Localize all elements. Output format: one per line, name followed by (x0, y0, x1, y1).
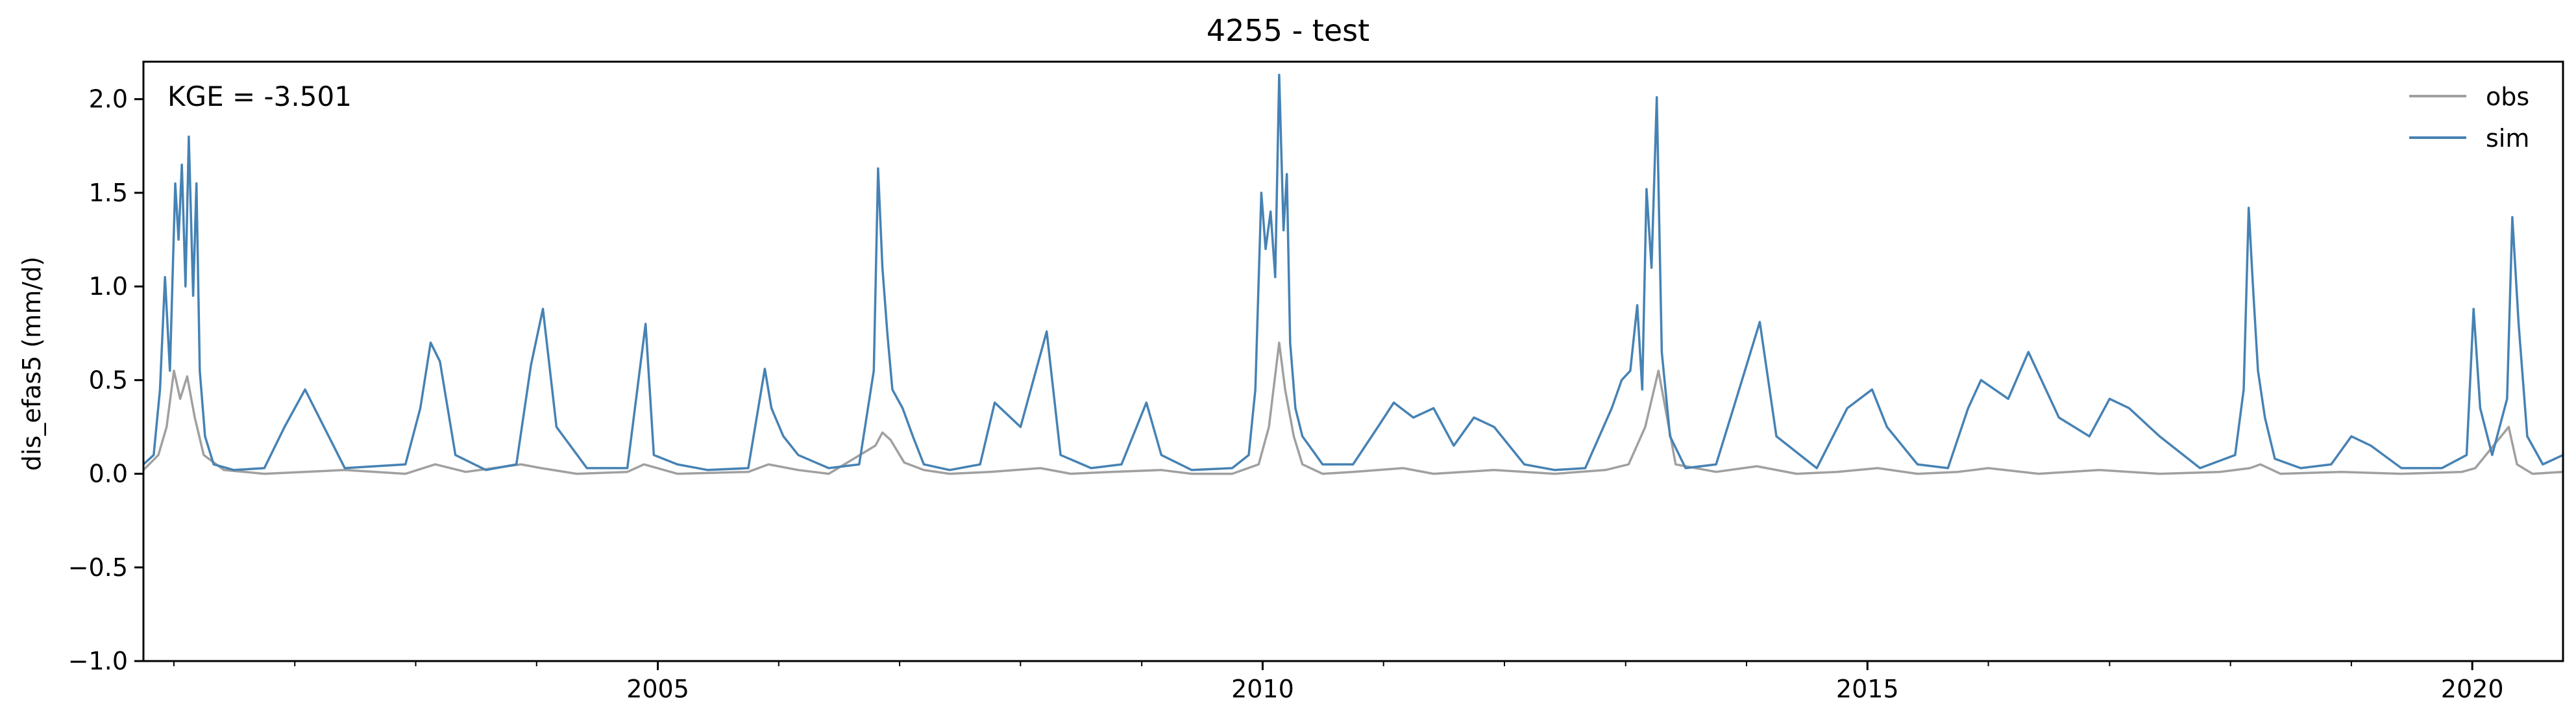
kge-annotation: KGE = -3.501 (167, 81, 352, 112)
y-tick-label: 1.0 (89, 272, 128, 301)
series-line-sim (143, 73, 2563, 471)
y-tick-label: 2.0 (89, 85, 128, 114)
y-tick-label: 1.5 (89, 179, 128, 207)
x-tick-label: 2015 (1836, 675, 1899, 703)
x-tick-label: 2010 (1231, 675, 1294, 703)
chart-title: 4255 - test (1207, 13, 1369, 48)
y-tick-label: 0.0 (89, 460, 128, 488)
x-tick-label: 2005 (626, 675, 689, 703)
legend: obs sim (2409, 82, 2529, 153)
y-tick-label: −1.0 (68, 647, 128, 675)
legend-label-obs: obs (2486, 82, 2529, 111)
series-layer (143, 73, 2563, 475)
x-axis-ticks: 2005 2010 2015 2020 (173, 661, 2504, 703)
y-tick-label: 0.5 (89, 366, 128, 394)
y-tick-label: −0.5 (68, 553, 128, 582)
x-tick-label: 2020 (2441, 675, 2504, 703)
legend-label-sim: sim (2486, 124, 2529, 153)
y-axis-ticks: −1.0 −0.5 0.0 0.5 1.0 1.5 2.0 (68, 85, 143, 675)
series-line-obs (143, 341, 2563, 475)
y-axis-label: dis_efas5 (mm/d) (18, 257, 46, 471)
plot-frame (142, 60, 2564, 662)
